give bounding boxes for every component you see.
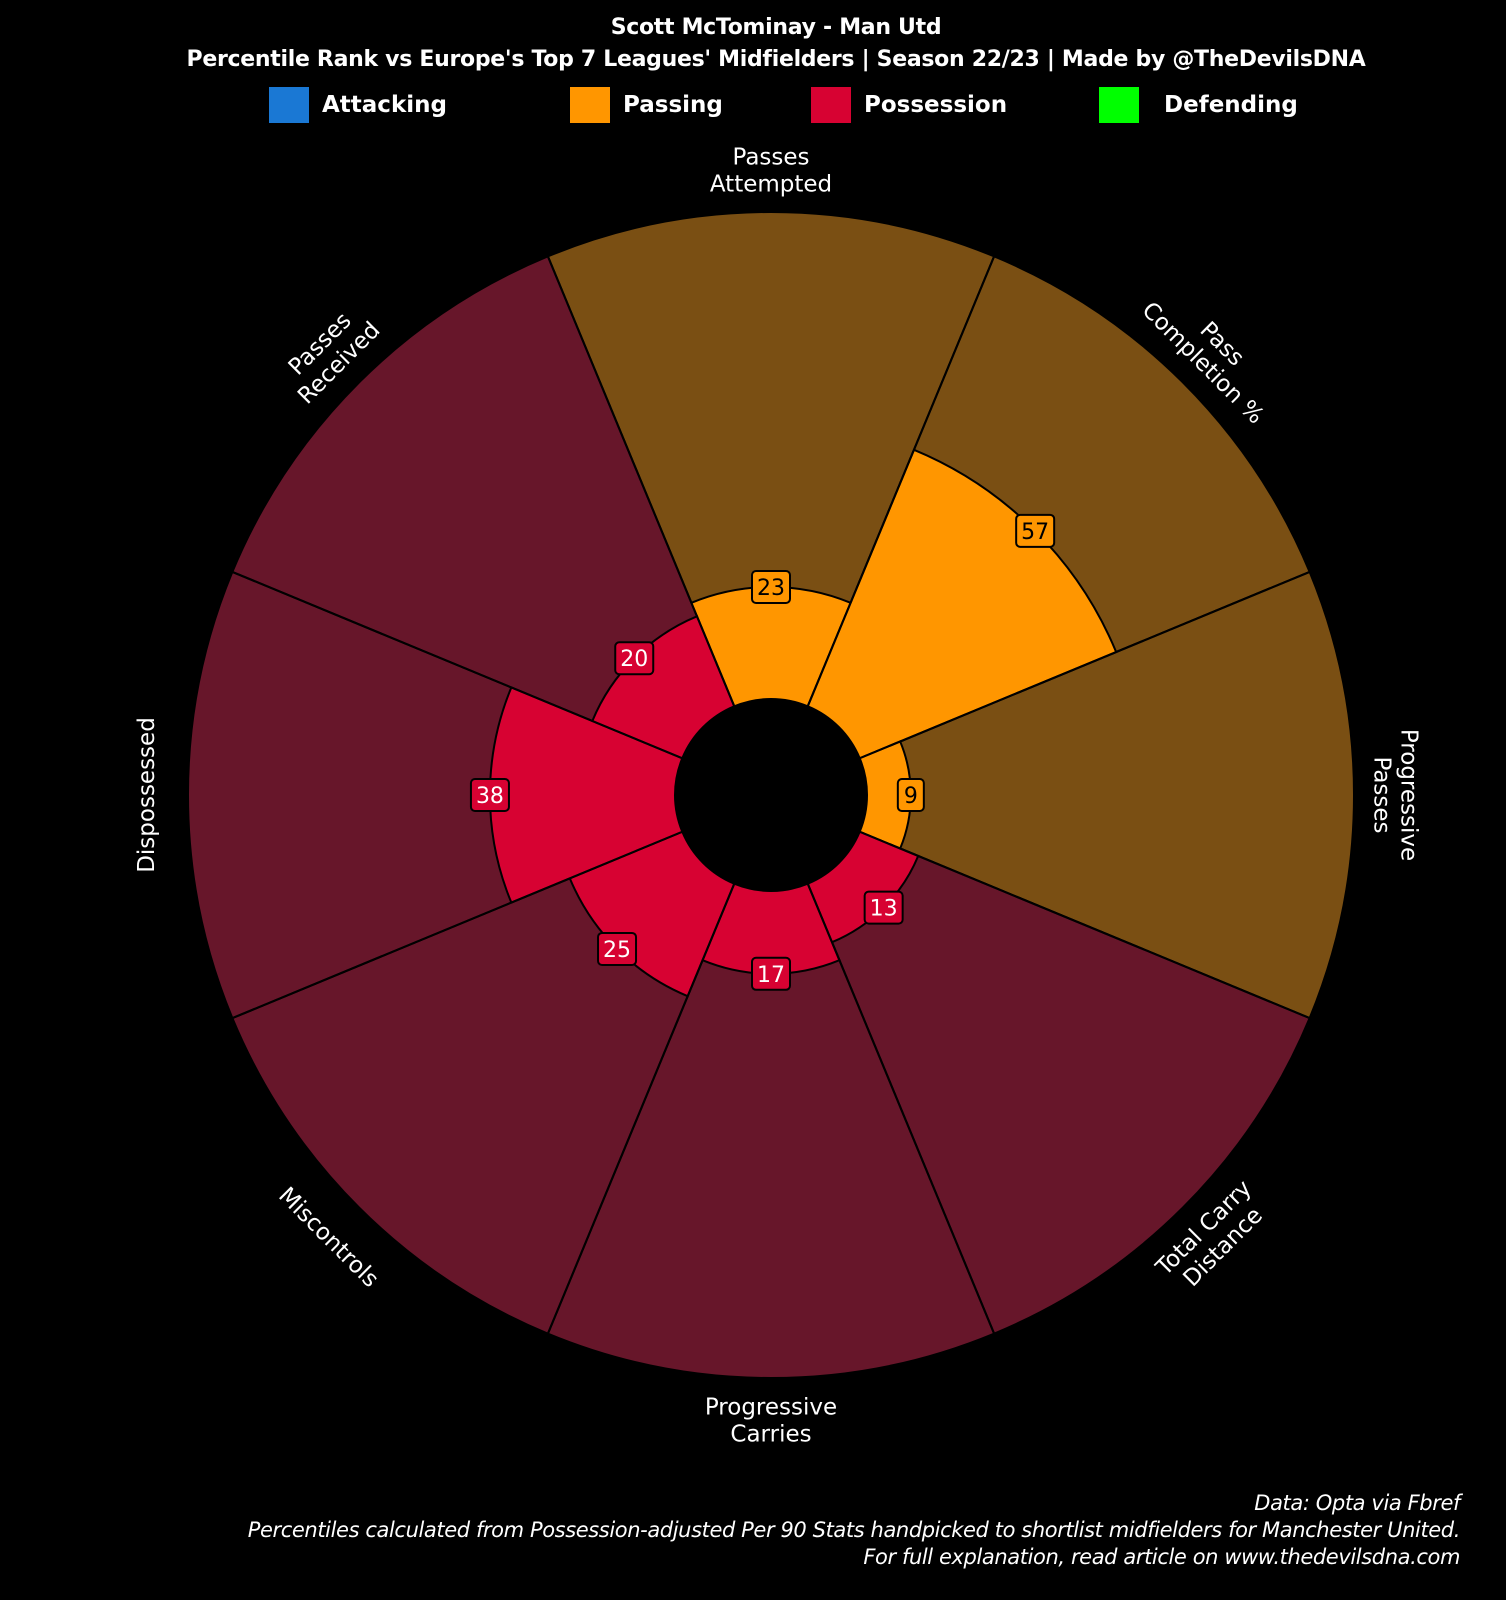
footer-method: Percentiles calculated from Possession-a…: [247, 1518, 1461, 1542]
legend-label-attacking: Attacking: [322, 92, 447, 118]
value-label-box: [863, 890, 904, 925]
slice-label-progressive-passes: ProgressivePasses: [1369, 729, 1422, 861]
legend-swatch-attacking: [269, 87, 309, 123]
value-label: 25: [603, 938, 631, 963]
value-label-box: [751, 956, 791, 991]
legend-item-passing: Passing: [570, 86, 723, 124]
legend-swatch-passing: [570, 87, 610, 123]
legend-label-passing: Passing: [623, 92, 723, 118]
value-label-box: [1015, 513, 1056, 548]
value-label: 13: [870, 897, 898, 922]
chart-title: Scott McTominay - Man Utd: [610, 15, 942, 40]
chart-subtitle: Percentile Rank vs Europe's Top 7 League…: [186, 47, 1366, 72]
value-label-box: [614, 641, 655, 676]
center-hole: [675, 699, 867, 891]
value-label-box: [469, 778, 510, 812]
legend-item-possession: Possession: [811, 86, 1007, 124]
legend-swatch-possession: [811, 87, 851, 123]
footer-source: Data: Opta via Fbref: [1254, 1491, 1460, 1515]
slice-divider: [859, 830, 1311, 1020]
value-label: 9: [904, 784, 918, 809]
legend-item-defending: Defending: [1099, 86, 1298, 124]
slice-label-progressive-carries: Progressive Carries: [705, 1395, 837, 1448]
slice-divider: [231, 830, 683, 1020]
value-label: 17: [757, 963, 785, 988]
slice-divider: [546, 883, 736, 1335]
legend-swatch-defending: [1099, 87, 1139, 123]
legend-item-attacking: Attacking: [269, 86, 447, 124]
value-label-box: [751, 569, 791, 604]
slice-divider: [859, 570, 1311, 760]
legend-label-possession: Possession: [864, 92, 1008, 118]
slice-label-passes-attempted: Passes Attempted: [710, 145, 832, 198]
value-label: 38: [476, 784, 504, 809]
value-label-box: [896, 778, 925, 812]
slice-divider: [806, 255, 996, 707]
value-label-box: [597, 931, 638, 966]
value-label: 57: [1021, 520, 1049, 545]
slice-divider: [806, 883, 996, 1335]
value-label: 20: [620, 647, 648, 672]
slice-divider: [231, 570, 683, 760]
slice-label-dispossessed: Dispossessed: [134, 717, 160, 873]
value-label: 23: [757, 576, 785, 601]
legend-label-defending: Defending: [1164, 92, 1298, 118]
slice-divider: [546, 255, 736, 707]
footer-link: For full explanation, read article on ww…: [863, 1545, 1460, 1569]
